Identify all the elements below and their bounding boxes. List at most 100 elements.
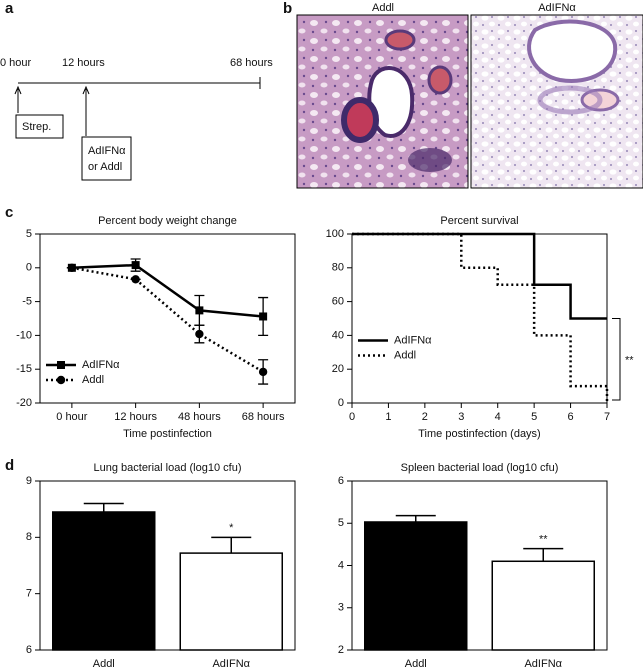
- y-tick-label: 6: [338, 475, 344, 487]
- legend-label: AdIFNα: [394, 334, 432, 346]
- y-tick-label: 0: [338, 397, 344, 409]
- chart-title: Percent survival: [440, 215, 518, 227]
- timeline-label: 68 hours: [230, 57, 273, 69]
- marker: [57, 361, 65, 369]
- x-tick-label: 2: [422, 411, 428, 423]
- x-tick-label: 0 hour: [56, 411, 88, 423]
- series-line: [71, 266, 264, 373]
- error-bar: [211, 536, 252, 554]
- micrographs: [296, 14, 643, 189]
- x-tick-label: Addl: [405, 658, 427, 667]
- bar: [52, 511, 156, 651]
- x-tick-label: 3: [458, 411, 464, 423]
- timeline: [14, 77, 261, 181]
- x-tick-label: AdIFNα: [524, 658, 562, 667]
- legend-label: Addl: [394, 349, 416, 361]
- survival-curve: [352, 232, 607, 320]
- y-tick-label: 5: [338, 517, 344, 529]
- y-tick-label: 60: [332, 296, 344, 308]
- box-label: or Addl: [88, 161, 122, 173]
- x-tick-label: 68 hours: [242, 411, 285, 423]
- chart-title: Spleen bacterial load (log10 cfu): [401, 462, 559, 474]
- vessel: [384, 29, 416, 51]
- marker: [67, 263, 77, 272]
- y-tick-label: 9: [26, 475, 32, 487]
- x-axis-label: Time postinfection: [123, 428, 212, 440]
- x-tick-label: Addl: [93, 658, 115, 667]
- image-label: Addl: [372, 2, 394, 14]
- box-label: AdIFNα: [88, 145, 126, 157]
- y-tick-label: 80: [332, 262, 344, 274]
- panel-label: b: [283, 0, 292, 17]
- marker: [131, 275, 140, 284]
- vessel: [427, 65, 453, 95]
- vessel: [341, 97, 379, 143]
- x-tick-label: 5: [531, 411, 537, 423]
- survival-curve: [352, 232, 609, 403]
- significance-label: *: [229, 522, 234, 534]
- error-bar: [395, 514, 436, 522]
- x-tick-label: 48 hours: [178, 411, 221, 423]
- arrow-head: [82, 85, 90, 95]
- significance-label: **: [625, 355, 634, 367]
- panel-label: c: [5, 204, 13, 221]
- x-tick-label: 7: [604, 411, 610, 423]
- panel-label: a: [5, 0, 14, 17]
- marker: [131, 261, 140, 270]
- panel-label: d: [5, 457, 14, 474]
- y-tick-label: 8: [26, 531, 32, 543]
- y-tick-label: 7: [26, 588, 32, 600]
- arrow-head: [14, 85, 22, 95]
- marker: [195, 306, 204, 315]
- plot-frame: [39, 480, 296, 651]
- x-tick-label: 12 hours: [114, 411, 157, 423]
- x-tick-label: 1: [385, 411, 391, 423]
- y-tick-label: 2: [338, 644, 344, 656]
- y-tick-label: 0: [26, 262, 32, 274]
- bar: [364, 521, 468, 651]
- tissue: [408, 148, 452, 172]
- marker: [56, 375, 66, 385]
- chart-title: Lung bacterial load (log10 cfu): [94, 462, 242, 474]
- error-bar: [523, 547, 564, 562]
- significance-label: **: [539, 534, 548, 546]
- legend-label: AdIFNα: [82, 359, 120, 371]
- vessel: [527, 19, 618, 83]
- box: [15, 114, 64, 139]
- x-tick-label: 6: [568, 411, 574, 423]
- plot-frame: [39, 233, 296, 404]
- y-tick-label: 100: [326, 228, 344, 240]
- y-tick-label: -10: [16, 329, 32, 341]
- series-line: [71, 263, 264, 318]
- y-tick-label: -15: [16, 363, 32, 375]
- x-tick-label: 4: [495, 411, 501, 423]
- plot-frame: [351, 233, 608, 404]
- tissue: [537, 85, 603, 115]
- x-tick-label: 0: [349, 411, 355, 423]
- bar: [179, 552, 283, 651]
- y-tick-label: 5: [26, 228, 32, 240]
- marker: [195, 329, 204, 339]
- y-tick-label: -5: [22, 296, 32, 308]
- timeline-label: 12 hours: [62, 57, 105, 69]
- bar: [491, 560, 595, 651]
- legend-label: Addl: [82, 374, 104, 386]
- y-tick-label: 6: [26, 644, 32, 656]
- y-tick-label: 40: [332, 329, 344, 341]
- box: [81, 136, 132, 181]
- significance-bracket: [612, 318, 621, 401]
- marker: [258, 367, 268, 377]
- marker: [259, 312, 268, 321]
- x-tick-label: AdIFNα: [212, 658, 250, 667]
- error-bar: [83, 502, 124, 512]
- box-label: Strep.: [22, 121, 51, 133]
- image-label: AdIFNα: [538, 2, 576, 14]
- y-tick-label: 20: [332, 363, 344, 375]
- x-axis-label: Time postinfection (days): [418, 428, 540, 440]
- y-tick-label: 4: [338, 559, 344, 571]
- timeline-label: 0 hour: [0, 57, 32, 69]
- y-tick-label: -20: [16, 397, 32, 409]
- y-tick-label: 3: [338, 602, 344, 614]
- chart-title: Percent body weight change: [98, 215, 237, 227]
